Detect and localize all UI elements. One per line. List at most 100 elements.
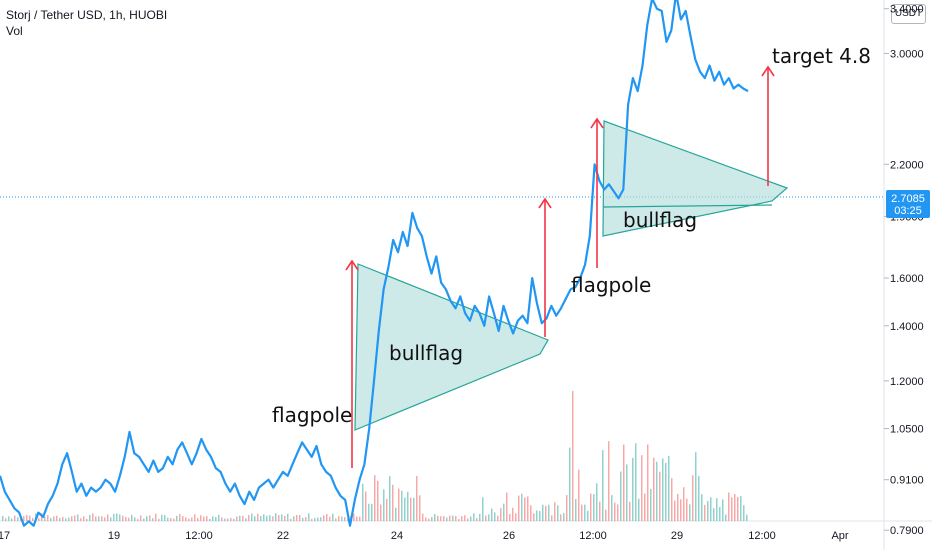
x-tick-label: 12:00	[185, 530, 213, 542]
volume-bar	[734, 494, 736, 521]
volume-bar	[515, 513, 517, 521]
volume-bar	[710, 497, 712, 521]
target-label: target 4.8	[772, 44, 871, 68]
volume-bar	[401, 490, 403, 521]
volume-bar	[617, 504, 619, 521]
volume-bar	[98, 516, 100, 521]
volume-bar	[506, 492, 508, 521]
volume-bar	[482, 497, 484, 521]
volume-bar	[89, 514, 91, 521]
volume-bar	[143, 518, 145, 521]
volume-bar	[71, 516, 73, 521]
symbol-title[interactable]: Storj / Tether USD, 1h, HUOBI	[6, 8, 168, 22]
volume-bar	[287, 513, 289, 521]
volume-bar	[341, 516, 343, 521]
volume-bar	[236, 516, 238, 521]
volume-bar	[182, 516, 184, 521]
x-tick-label: 12:00	[748, 530, 776, 542]
volume-bar	[266, 515, 268, 521]
volume-bar	[380, 504, 382, 521]
volume-bar	[128, 517, 130, 521]
volume-bar	[674, 500, 676, 521]
volume-bar	[539, 510, 541, 521]
volume-bar	[347, 518, 349, 521]
y-tick-label: 1.2000	[890, 376, 924, 388]
bullflag-triangle-2	[602, 120, 789, 237]
volume-bar	[26, 514, 28, 521]
volume-bar	[542, 504, 544, 521]
volume-bar	[737, 497, 739, 521]
volume-bar	[74, 515, 76, 521]
volume-bar	[308, 513, 310, 521]
volume-bar	[185, 517, 187, 521]
volume-bar	[731, 497, 733, 521]
volume-bar	[314, 517, 316, 521]
volume-bar	[221, 517, 223, 521]
volume-bar	[227, 518, 229, 521]
volume-bar	[212, 516, 214, 521]
volume-bar	[701, 494, 703, 521]
volume-bar	[476, 517, 478, 521]
volume-bar	[233, 518, 235, 521]
volume-bar	[257, 513, 259, 521]
volume-bar	[596, 483, 598, 521]
volume-bar	[14, 515, 16, 521]
volume-bar	[410, 497, 412, 521]
volume-bar	[671, 478, 673, 521]
y-tick-label: 1.0500	[890, 424, 924, 436]
volume-bar	[479, 513, 481, 521]
volume-bar	[518, 495, 520, 521]
volume-bar	[329, 516, 331, 521]
volume-bar	[443, 516, 445, 521]
volume-bar	[467, 518, 469, 521]
volume-bar	[5, 518, 7, 521]
flagpole-arrow-2-head	[590, 117, 604, 129]
x-tick-label: 24	[391, 530, 403, 542]
volume-bar	[134, 517, 136, 521]
volume-bar	[56, 515, 58, 521]
volume-bar	[206, 516, 208, 521]
volume-label[interactable]: Vol	[6, 24, 23, 38]
volume-bar	[464, 515, 466, 521]
y-axis-ticks: 5.00004.00003.40003.00002.20001.90001.60…	[884, 4, 924, 537]
volume-bar	[152, 518, 154, 521]
volume-bar	[659, 471, 661, 521]
volume-bar	[470, 516, 472, 521]
volume-bar	[80, 518, 82, 521]
volume-bar	[32, 517, 34, 521]
volume-bar	[2, 516, 4, 521]
volume-bar	[623, 444, 625, 521]
volume-bar	[77, 514, 79, 521]
volume-bar	[554, 502, 556, 521]
volume-bar	[251, 513, 253, 521]
volume-bar	[38, 518, 40, 521]
volume-bar	[530, 505, 532, 521]
volume-bar	[392, 484, 394, 521]
volume-bar	[173, 518, 175, 521]
volume-bar	[581, 504, 583, 521]
currency-badge[interactable]: USDT	[891, 4, 926, 24]
volume-bar	[368, 503, 370, 521]
volume-bar	[92, 513, 94, 521]
bullflag-2-midline	[602, 204, 773, 208]
volume-bar	[572, 391, 574, 521]
bullflag-label-2: bullflag	[623, 208, 697, 232]
volume-bar	[53, 516, 55, 521]
volume-bar	[689, 504, 691, 521]
volume-bar	[356, 516, 358, 521]
volume-bar	[524, 497, 526, 521]
volume-bar	[485, 515, 487, 521]
volume-bar	[269, 515, 271, 521]
y-tick-label: 3.0000	[890, 48, 924, 60]
volume-bar	[170, 517, 172, 521]
volume-bar	[746, 514, 748, 521]
volume-bar	[461, 516, 463, 521]
volume-bar	[428, 518, 430, 521]
volume-bar	[113, 513, 115, 521]
volume-bar	[275, 513, 277, 521]
volume-bar	[566, 494, 568, 521]
x-tick-label: 26	[503, 530, 515, 542]
volume-bar	[686, 498, 688, 521]
volume-bar	[440, 516, 442, 521]
